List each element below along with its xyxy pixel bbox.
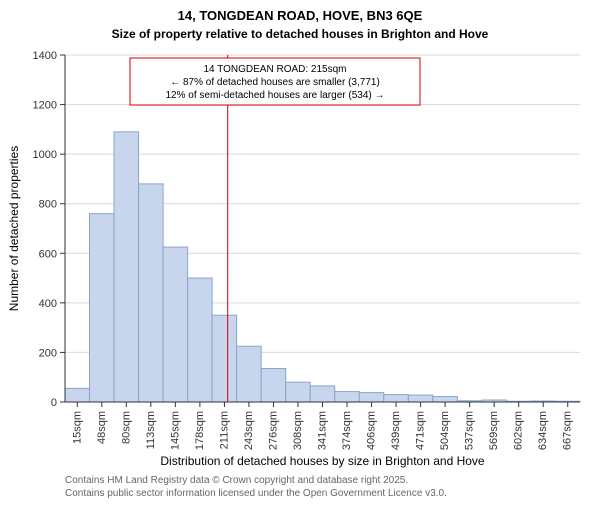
histogram-bar [433, 397, 458, 402]
histogram-bar [114, 132, 139, 402]
chart-svg: 0 200 400 600 800 1000 1200 1400 15sqm 48sqm 80sqm… [0, 0, 600, 500]
x-tick-label: 504sqm [439, 411, 451, 450]
histogram-bar [261, 369, 286, 402]
annotation-line3: 12% of semi-detached houses are larger (… [165, 90, 384, 101]
y-tick-label: 0 [51, 397, 57, 409]
x-tick-label: 537sqm [464, 411, 476, 450]
x-tick-label: 243sqm [243, 411, 255, 450]
x-tick-label: 471sqm [415, 411, 427, 450]
annotation-line1: 14 TONGDEAN ROAD: 215sqm [203, 64, 346, 75]
chart-title-line2: Size of property relative to detached ho… [112, 27, 489, 41]
y-tick-label: 1400 [33, 50, 57, 62]
x-tick-label: 178sqm [194, 411, 206, 450]
histogram-bar [359, 393, 384, 402]
x-tick-label: 308sqm [292, 411, 304, 450]
y-tick-label: 400 [39, 298, 57, 310]
x-tick-label: 113sqm [145, 411, 157, 449]
histogram-bar [139, 184, 164, 402]
y-tick-label: 1200 [33, 100, 57, 112]
histogram-bar [90, 214, 115, 402]
x-tick-label: 406sqm [366, 411, 378, 450]
histogram-bar [408, 395, 433, 402]
attribution-line2: Contains public sector information licen… [65, 488, 447, 499]
x-tick-label: 374sqm [341, 411, 353, 450]
y-tick-label: 1000 [33, 149, 57, 161]
histogram-bar [237, 346, 262, 402]
histogram-bar [188, 278, 213, 402]
x-tick-label: 48sqm [96, 411, 108, 444]
histogram-bar [286, 382, 311, 402]
histogram-bar [335, 392, 360, 402]
x-tick-label: 341sqm [317, 411, 329, 450]
y-tick-label: 200 [39, 347, 57, 359]
x-tick-label: 276sqm [267, 411, 279, 450]
bars-layer [65, 132, 580, 402]
x-tick-label: 569sqm [488, 411, 500, 450]
x-tick-label: 15sqm [71, 411, 83, 444]
x-tick-label: 602sqm [513, 411, 525, 450]
y-tick-label: 800 [39, 199, 57, 211]
x-tick-label: 211sqm [218, 411, 230, 449]
histogram-bar [212, 315, 237, 402]
y-axis-label: Number of detached properties [7, 146, 21, 311]
x-tick-label: 80sqm [120, 411, 132, 444]
property-size-histogram: 0 200 400 600 800 1000 1200 1400 15sqm 48sqm 80sqm… [0, 0, 600, 500]
x-tick-label: 667sqm [562, 411, 574, 450]
x-tick-label: 439sqm [390, 411, 402, 450]
chart-title-line1: 14, TONGDEAN ROAD, HOVE, BN3 6QE [178, 8, 423, 23]
annotation-line2: ← 87% of detached houses are smaller (3,… [170, 77, 380, 88]
y-tick-label: 600 [39, 248, 57, 260]
x-tick-label: 145sqm [169, 411, 181, 450]
x-tick-label: 634sqm [537, 411, 549, 450]
histogram-bar [384, 395, 409, 402]
histogram-bar [65, 388, 90, 402]
attribution-line1: Contains HM Land Registry data © Crown c… [65, 475, 408, 486]
histogram-bar [163, 247, 188, 402]
histogram-bar [310, 386, 335, 402]
x-axis-label: Distribution of detached houses by size … [160, 454, 485, 468]
